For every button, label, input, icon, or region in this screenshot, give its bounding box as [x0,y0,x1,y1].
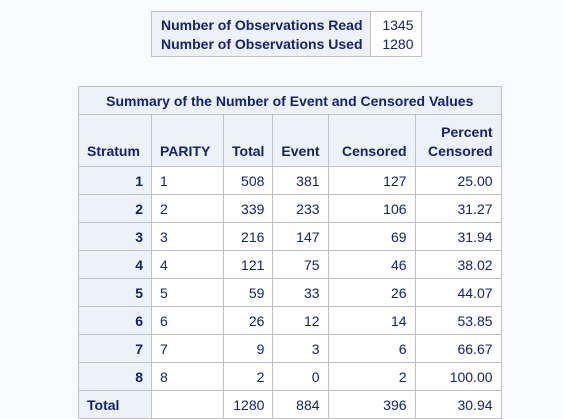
total-cell: 59 [222,278,274,307]
censored-cell: 127 [327,166,416,195]
table-row: 6 6 26 12 14 53.85 [78,306,502,335]
header-stratum: Stratum [78,114,152,167]
percent-cell: 25.00 [414,166,502,195]
event-cell: 233 [272,194,329,223]
event-cell: 33 [272,278,329,307]
total-row-label: Total [78,390,152,419]
observations-used-label: Number of Observations Used [151,34,371,57]
table-title: Summary of the Number of Event and Censo… [78,86,502,115]
percent-cell: 38.02 [414,250,502,279]
observations-table: Number of Observations Read 1345 Number … [151,11,422,57]
stratum-cell: 4 [78,250,152,279]
censored-cell: 6 [327,334,416,363]
censored-cell: 106 [327,194,416,223]
censored-cell: 14 [327,306,416,335]
total-row-censored: 396 [327,390,416,419]
summary-body: 1 1 508 381 127 25.00 2 2 339 233 106 31… [78,166,502,419]
percent-cell: 100.00 [414,362,502,391]
censored-cell: 2 [327,362,416,391]
event-cell: 0 [272,362,329,391]
total-cell: 2 [222,362,274,391]
header-percent-line1: Percent [441,124,493,140]
table-header-row: Stratum PARITY Total Event Censored Perc… [78,114,502,167]
stratum-cell: 5 [78,278,152,307]
table-row: 5 5 59 33 26 44.07 [78,278,502,307]
observations-used-value: 1280 [369,34,422,57]
event-cell: 147 [272,222,329,251]
total-cell: 26 [222,306,274,335]
event-cell: 381 [272,166,329,195]
table-row: 2 2 339 233 106 31.27 [78,194,502,223]
header-percent-censored: Percent Censored [414,114,502,167]
header-parity: PARITY [151,114,224,167]
table-row: Number of Observations Read 1345 [151,11,422,34]
table-row: 7 7 9 3 6 66.67 [78,334,502,363]
parity-cell: 4 [151,250,224,279]
stratum-cell: 2 [78,194,152,223]
total-cell: 339 [222,194,274,223]
header-event: Event [272,114,329,167]
percent-cell: 44.07 [414,278,502,307]
header-censored: Censored [327,114,416,167]
event-cell: 12 [272,306,329,335]
event-cell: 75 [272,250,329,279]
table-row: 8 8 2 0 2 100.00 [78,362,502,391]
censored-cell: 46 [327,250,416,279]
stratum-cell: 3 [78,222,152,251]
percent-cell: 66.67 [414,334,502,363]
stratum-cell: 7 [78,334,152,363]
percent-cell: 31.94 [414,222,502,251]
censored-cell: 69 [327,222,416,251]
percent-cell: 53.85 [414,306,502,335]
total-cell: 508 [222,166,274,195]
censored-cell: 26 [327,278,416,307]
table-row: 1 1 508 381 127 25.00 [78,166,502,195]
total-cell: 9 [222,334,274,363]
stratum-cell: 8 [78,362,152,391]
percent-cell: 31.27 [414,194,502,223]
observations-read-value: 1345 [369,11,422,34]
table-row: 4 4 121 75 46 38.02 [78,250,502,279]
parity-cell: 6 [151,306,224,335]
event-cell: 3 [272,334,329,363]
parity-cell: 7 [151,334,224,363]
total-cell: 121 [222,250,274,279]
table-row: Number of Observations Used 1280 [151,34,422,57]
parity-cell: 8 [151,362,224,391]
header-total: Total [222,114,274,167]
table-row: 3 3 216 147 69 31.94 [78,222,502,251]
total-row-total: 1280 [222,390,274,419]
parity-cell: 3 [151,222,224,251]
header-percent-line2: Censored [427,143,493,159]
stratum-cell: 6 [78,306,152,335]
parity-cell: 5 [151,278,224,307]
observations-read-label: Number of Observations Read [151,11,371,34]
parity-cell: 2 [151,194,224,223]
total-row: Total 1280 884 396 30.94 [78,390,502,419]
total-row-event: 884 [272,390,329,419]
table-title-row: Summary of the Number of Event and Censo… [78,86,502,115]
summary-table: Summary of the Number of Event and Censo… [78,86,502,419]
total-row-percent: 30.94 [414,390,502,419]
stratum-cell: 1 [78,166,152,195]
total-row-parity [151,390,224,419]
parity-cell: 1 [151,166,224,195]
total-cell: 216 [222,222,274,251]
